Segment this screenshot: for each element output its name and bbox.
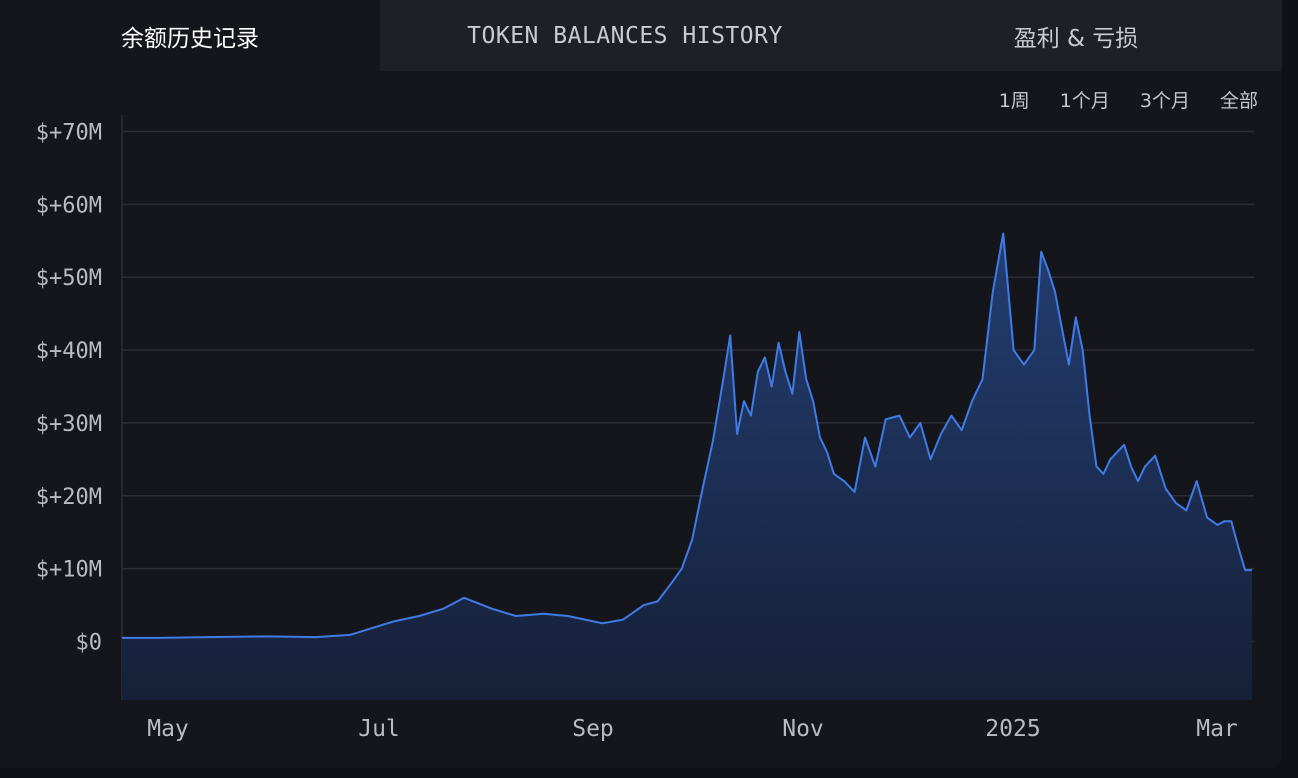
range-all[interactable]: 全部 [1219,90,1258,112]
tab-profit-loss[interactable]: 盈利 & 亏损 [870,0,1282,71]
x-tick-label: Nov [782,716,824,742]
range-1-month[interactable]: 1个月 [1059,90,1110,112]
tab-token-balances-history[interactable]: TOKEN BALANCES HISTORY [380,0,870,71]
x-tick-label: 2025 [985,716,1040,742]
y-tick-label: $+10M [36,558,102,583]
y-tick-label: $+20M [36,485,102,510]
y-tick-label: $+40M [36,339,102,364]
tab-bar: 余额历史记录 TOKEN BALANCES HISTORY 盈利 & 亏损 [0,0,1282,71]
balance-history-panel: 余额历史记录 TOKEN BALANCES HISTORY 盈利 & 亏损 1周… [0,0,1282,742]
x-tick-label: Mar [1196,716,1238,742]
balance-area-fill [122,233,1252,700]
x-tick-label: Jul [358,716,400,742]
y-tick-label: $+30M [36,412,102,437]
tab-balance-history[interactable]: 余额历史记录 [0,0,380,71]
y-tick-label: $0 [76,631,103,656]
y-tick-label: $+60M [36,193,102,218]
y-tick-label: $+70M [36,121,102,146]
time-range-selector: 1周 1个月 3个月 全部 [999,86,1258,113]
balance-line [122,232,1252,639]
x-tick-label: Sep [572,716,614,742]
balance-area-chart: $+70M $+60M $+50M $+40M $+30M $+20M $+10M $0 Ma… [36,115,1254,742]
range-1-week[interactable]: 1周 [998,90,1030,112]
y-axis-labels: $+70M $+60M $+50M $+40M $+30M $+20M $+10M $0 [36,121,102,656]
x-axis-labels: May Jul Sep Nov 2025 Mar [147,716,1238,742]
x-tick-label: May [147,716,189,742]
y-tick-label: $+50M [36,266,102,291]
range-3-months[interactable]: 3个月 [1139,90,1190,112]
